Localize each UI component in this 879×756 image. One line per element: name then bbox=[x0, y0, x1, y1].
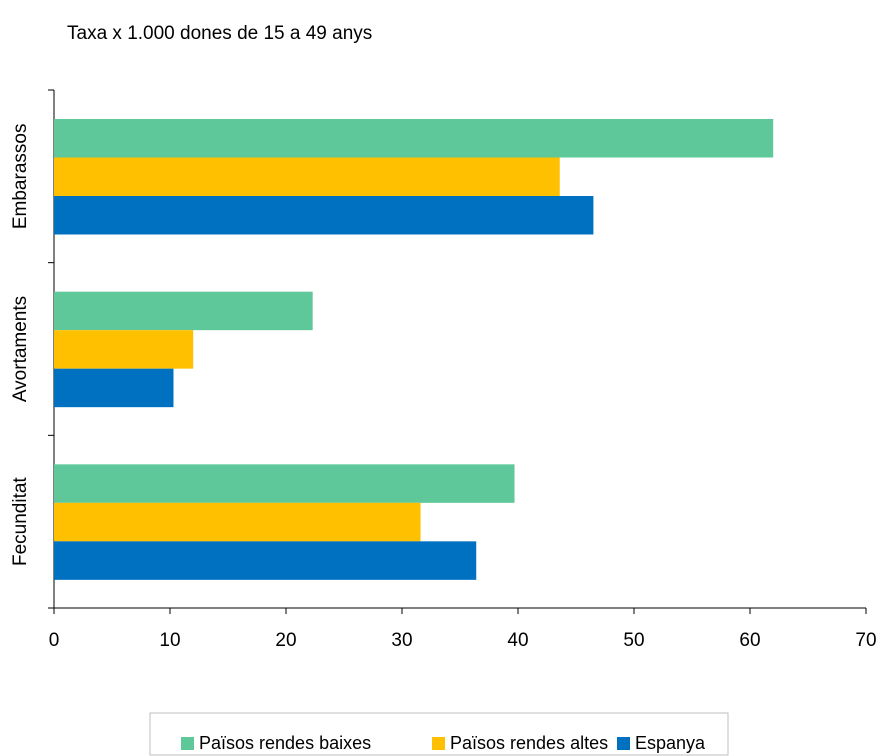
x-tick-label: 10 bbox=[159, 630, 180, 651]
bar bbox=[54, 330, 194, 369]
plot-area: 0 10 20 30 40 50 60 70 Embarassos Avortaments Fecu… bbox=[10, 89, 877, 651]
legend-label: Espanya bbox=[635, 733, 706, 753]
legend-swatch bbox=[181, 737, 194, 750]
x-tick-label: 30 bbox=[391, 630, 412, 651]
chart-title: Taxa x 1.000 dones de 15 a 49 anys bbox=[67, 23, 372, 44]
x-tick-label: 40 bbox=[507, 630, 528, 651]
bar bbox=[54, 464, 515, 503]
bar bbox=[54, 157, 560, 196]
bar bbox=[54, 196, 594, 235]
y-category-label: Fecunditat bbox=[10, 477, 31, 566]
legend-swatch bbox=[617, 737, 630, 750]
x-tick-label: 0 bbox=[49, 630, 60, 651]
bar bbox=[54, 502, 421, 542]
legend-label: Països rendes altes bbox=[450, 733, 608, 753]
x-tick-label: 60 bbox=[739, 630, 760, 651]
bar bbox=[54, 119, 774, 158]
y-category-label: Embarassos bbox=[10, 124, 31, 230]
bar bbox=[54, 541, 477, 580]
legend: Països rendes baixes Països rendes altes E… bbox=[149, 712, 729, 756]
legend-swatch bbox=[432, 737, 445, 750]
x-tick-label: 50 bbox=[623, 630, 644, 651]
bar bbox=[54, 368, 174, 408]
y-category-label: Avortaments bbox=[10, 296, 31, 402]
x-tick-label: 70 bbox=[855, 630, 876, 651]
bar bbox=[54, 291, 313, 331]
legend-label: Països rendes baixes bbox=[199, 733, 371, 753]
x-tick-label: 20 bbox=[275, 630, 296, 651]
